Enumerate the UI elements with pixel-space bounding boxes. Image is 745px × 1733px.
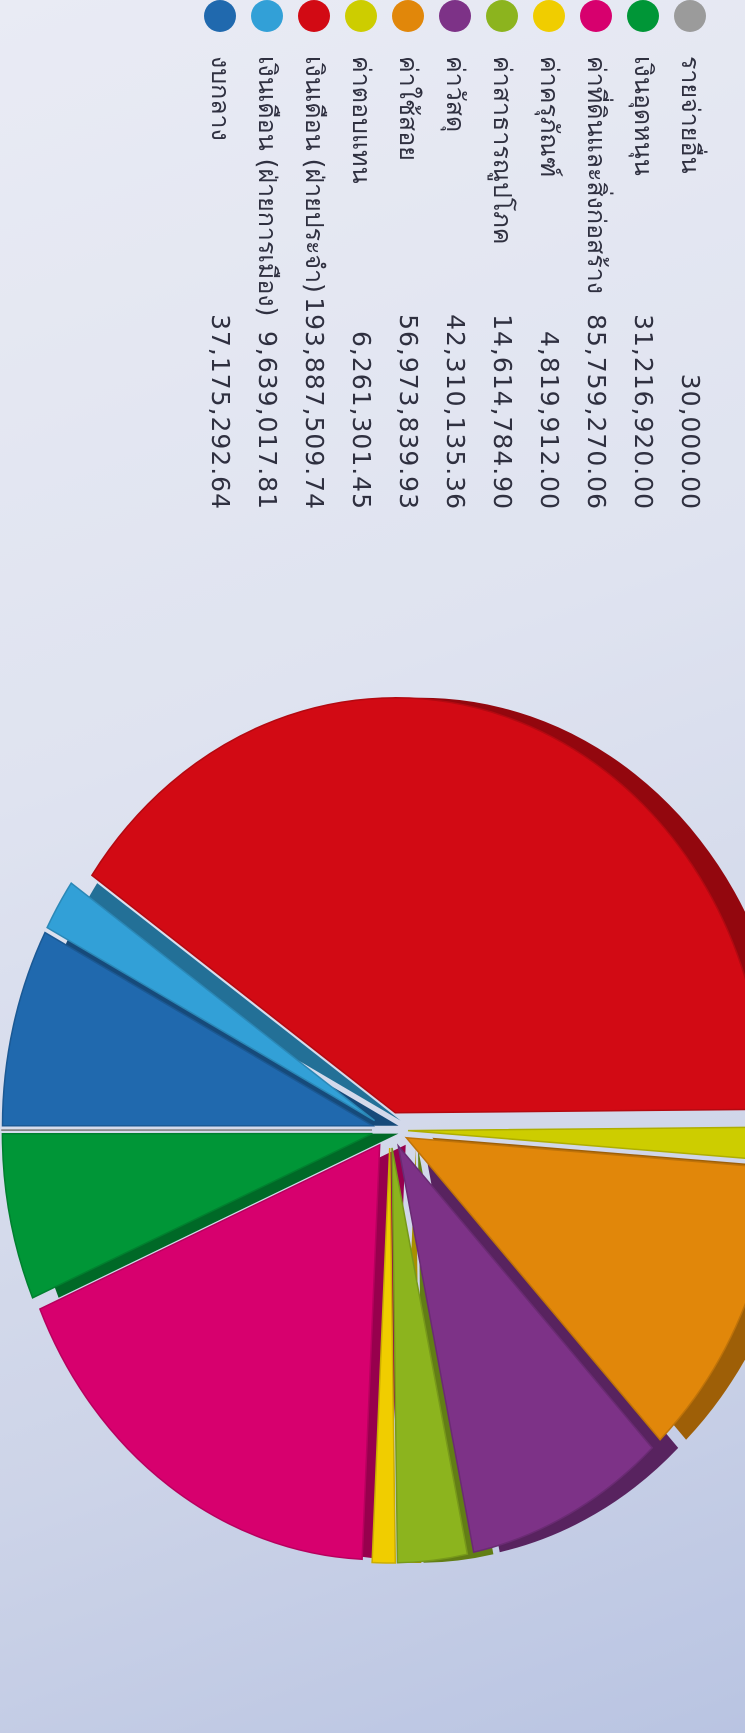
- legend-label: ค่าครุภัณฑ์: [535, 56, 564, 178]
- legend-item: ค่าตอบแทน 6,261,301.45: [341, 0, 381, 520]
- pie-slice: [46, 881, 376, 1122]
- legend-label: งบกลาง: [206, 56, 235, 141]
- legend-swatch: [345, 0, 377, 32]
- legend-swatch: [439, 0, 471, 32]
- legend-value: 9,639,017.81: [253, 331, 282, 510]
- legend-swatch: [251, 0, 283, 32]
- legend-label: ค่าตอบแทน: [347, 56, 376, 184]
- legend-item: ค่าครุภัณฑ์ 4,819,912.00: [529, 0, 569, 520]
- legend-label: ค่าสาธารณูปโภค: [488, 56, 517, 245]
- legend-value: 4,819,912.00: [535, 331, 564, 510]
- legend-value: 193,887,509.74: [300, 297, 329, 510]
- pie-slice: [391, 1147, 469, 1564]
- legend-label: เงินเดือน (ฝ่ายประจำ): [300, 56, 329, 293]
- legend-label: เงินเดือน (ฝ่ายการเมือง): [253, 56, 282, 317]
- legend-value: 56,973,839.93: [394, 314, 423, 510]
- legend-value: 37,175,292.64: [206, 314, 235, 510]
- pie-slice: [407, 1126, 745, 1160]
- legend-swatch: [298, 0, 330, 32]
- legend-item: เงินอุดหนุน 31,216,920.00: [623, 0, 663, 520]
- legend-item: งบกลาง 37,175,292.64: [200, 0, 240, 520]
- legend-value: 42,310,135.36: [441, 314, 470, 510]
- legend-label: ค่าวัสดุ: [441, 56, 470, 133]
- legend-label: ค่าที่ดินและสิ่งก่อสร้าง: [582, 56, 611, 294]
- pie-slices-layer: [1, 697, 745, 1564]
- legend-item: ค่าวัสดุ 42,310,135.36: [435, 0, 475, 520]
- pie-slice: [1, 931, 376, 1127]
- pie-slice: [371, 1147, 397, 1564]
- pie-slice: [397, 1143, 654, 1554]
- legend-value: 6,261,301.45: [347, 331, 376, 510]
- pie-slice-depth: [73, 883, 401, 1121]
- legend-value: 14,614,784.90: [488, 314, 517, 510]
- legend-label: ค่าใช้สอย: [394, 56, 423, 161]
- pie-slice: [38, 1143, 381, 1561]
- legend-swatch: [392, 0, 424, 32]
- legend-item: เงินเดือน (ฝ่ายการเมือง) 9,639,017.81: [247, 0, 287, 520]
- legend-value: 85,759,270.06: [582, 314, 611, 510]
- legend-item: ค่าสาธารณูปโภค 14,614,784.90: [482, 0, 522, 520]
- legend-item: เงินเดือน (ฝ่ายประจำ) 193,887,509.74: [294, 0, 334, 520]
- legend-label: เงินอุดหนุน: [629, 56, 658, 176]
- legend-item: รายจ่ายอื่น 30,000.00: [670, 0, 710, 520]
- legend-swatch: [580, 0, 612, 32]
- legend-item: ค่าใช้สอย 56,973,839.93: [388, 0, 428, 520]
- pie-slice: [90, 697, 745, 1114]
- legend-item: ค่าที่ดินและสิ่งก่อสร้าง 85,759,270.06: [576, 0, 616, 520]
- legend-swatch: [204, 0, 236, 32]
- legend-swatch: [533, 0, 565, 32]
- pie-slice: [404, 1136, 745, 1441]
- legend-label: รายจ่ายอื่น: [676, 56, 705, 174]
- legend-swatch: [627, 0, 659, 32]
- legend-value: 30,000.00: [676, 373, 705, 510]
- legend-swatch: [674, 0, 706, 32]
- pie-slice: [1, 1132, 373, 1299]
- legend-swatch: [486, 0, 518, 32]
- legend-value: 31,216,920.00: [629, 314, 658, 510]
